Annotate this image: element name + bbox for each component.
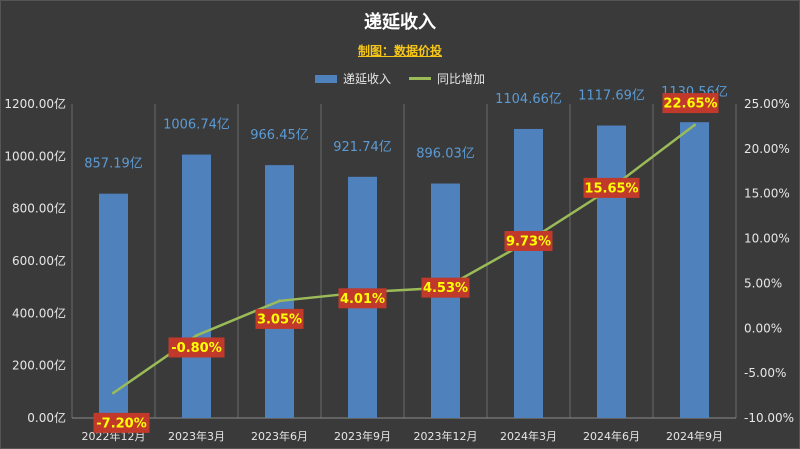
pct-data-label: 4.53% xyxy=(423,281,468,296)
bar xyxy=(99,193,128,418)
pct-label-bg xyxy=(421,277,470,298)
y-left-tick-label: 200.00亿 xyxy=(12,358,66,373)
x-tick-label: 2023年12月 xyxy=(414,429,478,443)
pct-label-bg xyxy=(583,177,640,198)
x-tick-label: 2024年9月 xyxy=(666,429,723,443)
pct-label-bg xyxy=(255,308,304,329)
y-left-tick-label: 600.00亿 xyxy=(12,253,66,268)
x-tick-label: 2023年3月 xyxy=(168,429,225,443)
y-right-tick-label: 5.00% xyxy=(744,276,782,290)
bar xyxy=(182,154,211,418)
bar-data-label: 857.19亿 xyxy=(84,157,143,172)
legend-label-line: 同比增加 xyxy=(437,72,486,86)
legend: 递延收入 同比增加 xyxy=(0,70,800,87)
pct-data-label: 4.01% xyxy=(340,292,385,307)
growth-point xyxy=(278,299,281,303)
pct-data-label: -0.80% xyxy=(171,341,222,356)
pct-data-label: -7.20% xyxy=(96,416,147,431)
pct-label-bg xyxy=(504,230,553,251)
bar xyxy=(680,122,709,418)
y-right-tick-label: 0.00% xyxy=(744,321,782,335)
bar xyxy=(597,125,626,418)
legend-swatch-bar xyxy=(314,74,337,83)
y-right-tick-label: 25.00% xyxy=(744,97,790,111)
pct-data-label: 22.65% xyxy=(663,97,717,112)
bar-data-label: 1006.74亿 xyxy=(163,118,230,133)
legend-label-bar: 递延收入 xyxy=(342,72,391,86)
y-right-tick-label: -10.00% xyxy=(744,411,794,425)
pct-data-label: 15.65% xyxy=(584,181,638,196)
bar-data-label: 896.03亿 xyxy=(416,147,475,162)
y-left-tick-label: 1200.00亿 xyxy=(4,96,66,111)
bar-data-label: 1117.69亿 xyxy=(578,89,645,104)
pct-label-bg xyxy=(662,93,719,114)
chart-subtitle: 制图：数据价投 xyxy=(357,44,442,58)
y-left-tick-label: 800.00亿 xyxy=(12,201,66,216)
bar xyxy=(265,165,294,418)
legend-item-bar: 递延收入 xyxy=(314,70,391,87)
bar xyxy=(431,183,460,418)
legend-item-line: 同比增加 xyxy=(409,70,485,87)
y-right-tick-label: 10.00% xyxy=(744,232,790,246)
x-tick-label: 2023年9月 xyxy=(334,429,391,443)
y-right-tick-label: 15.00% xyxy=(744,187,790,201)
pct-label-bg xyxy=(338,288,387,309)
pct-data-label: 9.73% xyxy=(506,234,551,249)
chart-title: 递延收入 xyxy=(364,12,436,33)
y-left-tick-label: 0.00亿 xyxy=(27,410,66,425)
y-right-tick-label: 20.00% xyxy=(744,142,790,156)
growth-point xyxy=(693,123,696,127)
growth-point xyxy=(195,333,198,337)
growth-point xyxy=(112,391,115,395)
bar-data-label: 966.45亿 xyxy=(250,128,309,143)
x-tick-label: 2023年6月 xyxy=(251,429,308,443)
x-tick-label: 2024年3月 xyxy=(500,429,557,443)
bar-data-label: 921.74亿 xyxy=(333,140,392,155)
y-left-tick-label: 400.00亿 xyxy=(12,305,66,320)
pct-label-bg xyxy=(93,412,150,433)
bar xyxy=(514,128,543,418)
x-tick-label: 2024年6月 xyxy=(583,429,640,443)
pct-label-bg xyxy=(168,337,225,358)
y-right-tick-label: -5.00% xyxy=(744,366,786,380)
legend-swatch-line xyxy=(409,77,431,80)
pct-data-label: 3.05% xyxy=(257,312,302,327)
bar-data-label: 1104.66亿 xyxy=(495,92,562,107)
y-left-tick-label: 1000.00亿 xyxy=(4,148,66,163)
